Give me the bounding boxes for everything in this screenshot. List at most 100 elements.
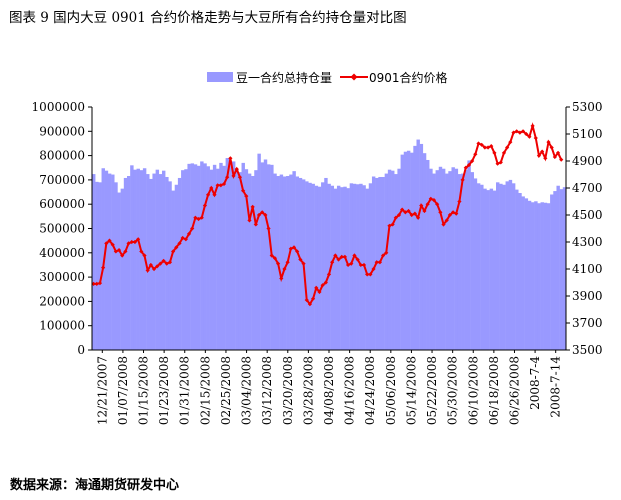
bar bbox=[174, 184, 179, 350]
price-point bbox=[288, 246, 293, 251]
bar bbox=[251, 176, 255, 350]
bar bbox=[123, 177, 128, 350]
figure-title: 图表 9 国内大豆 0901 合约价格走势与大豆所有合约持仓量对比图 bbox=[9, 10, 407, 26]
source-note: 数据来源：海通期货研发中心 bbox=[10, 478, 180, 493]
price-point bbox=[540, 149, 545, 154]
price-point bbox=[266, 226, 271, 231]
bar bbox=[473, 178, 478, 350]
bar bbox=[524, 198, 529, 350]
bar bbox=[317, 186, 322, 350]
x-tick-label: 03/28/2008 bbox=[301, 356, 315, 425]
price-point bbox=[196, 216, 201, 222]
price-point bbox=[209, 185, 214, 191]
price-point bbox=[151, 266, 157, 272]
bar bbox=[553, 191, 557, 350]
price-point bbox=[422, 208, 427, 214]
x-tick-label: 03/20/2008 bbox=[281, 356, 295, 425]
x-tick-label: 02/25/2008 bbox=[219, 356, 233, 425]
bar bbox=[400, 154, 405, 350]
bar bbox=[295, 176, 300, 350]
price-point bbox=[409, 212, 414, 218]
price-point bbox=[323, 280, 328, 285]
x-tick-label: 03/04/2008 bbox=[240, 356, 254, 425]
bar bbox=[244, 169, 249, 350]
bar bbox=[492, 190, 497, 350]
bar bbox=[235, 168, 239, 350]
price-point bbox=[237, 175, 243, 180]
right-tick-label: 3900 bbox=[572, 289, 603, 303]
right-tick-label: 4300 bbox=[572, 235, 603, 249]
bar bbox=[155, 169, 160, 350]
bar bbox=[384, 173, 389, 350]
price-point bbox=[470, 158, 475, 164]
bar bbox=[146, 174, 150, 350]
price-point bbox=[371, 266, 376, 272]
bar bbox=[346, 188, 350, 350]
bar bbox=[200, 161, 204, 350]
bar bbox=[336, 185, 341, 350]
price-point bbox=[101, 265, 106, 270]
price-point bbox=[155, 264, 160, 269]
bar bbox=[254, 170, 258, 350]
price-point bbox=[330, 260, 335, 265]
bar bbox=[387, 169, 392, 350]
bar bbox=[527, 200, 532, 350]
legend-label-bars: 豆一合约总持仓量 bbox=[236, 70, 332, 85]
price-point bbox=[279, 276, 284, 281]
bar bbox=[98, 182, 102, 350]
price-point bbox=[473, 152, 478, 157]
bar bbox=[521, 196, 525, 350]
bar bbox=[298, 177, 303, 350]
x-tick-label: 2008-7-4 bbox=[528, 356, 542, 410]
bar bbox=[193, 164, 198, 350]
right-tick-label: 4500 bbox=[572, 208, 603, 222]
right-tick-label: 5300 bbox=[572, 100, 603, 114]
bar bbox=[356, 184, 360, 350]
price-point bbox=[91, 281, 96, 286]
price-point bbox=[358, 262, 363, 268]
price-point bbox=[171, 249, 176, 254]
price-point bbox=[492, 150, 497, 155]
bar bbox=[219, 162, 223, 350]
bar bbox=[540, 202, 544, 350]
price-point bbox=[161, 258, 166, 263]
bar bbox=[546, 203, 551, 350]
bar bbox=[266, 164, 271, 350]
left-tick-label: 200000 bbox=[39, 294, 85, 308]
bar bbox=[489, 188, 494, 350]
price-point bbox=[444, 218, 449, 223]
bar bbox=[181, 170, 185, 350]
bar bbox=[537, 203, 541, 350]
price-point bbox=[183, 237, 188, 242]
price-point bbox=[263, 212, 268, 218]
bar bbox=[470, 172, 474, 350]
combo-chart: 豆一合约总持仓量 0901合约价格 0 100000 200000 300000 4000… bbox=[32, 70, 603, 425]
bar bbox=[263, 159, 268, 350]
x-tick-label: 04/08/2008 bbox=[322, 356, 336, 425]
bar bbox=[406, 150, 411, 350]
price-point bbox=[307, 302, 313, 307]
price-point bbox=[412, 211, 417, 216]
price-point bbox=[380, 253, 386, 258]
bar bbox=[413, 145, 417, 350]
price-point bbox=[269, 253, 274, 258]
price-point bbox=[180, 235, 185, 241]
price-point bbox=[533, 135, 538, 141]
bar bbox=[279, 174, 284, 350]
price-point bbox=[250, 204, 255, 209]
bar bbox=[445, 173, 449, 350]
bar bbox=[394, 174, 398, 350]
left-tick-label: 600000 bbox=[39, 197, 85, 211]
price-point bbox=[193, 215, 198, 220]
price-point bbox=[218, 183, 223, 188]
price-point bbox=[167, 260, 173, 265]
x-tick-label: 06/26/2008 bbox=[507, 356, 521, 425]
price-point bbox=[234, 167, 239, 172]
price-point bbox=[441, 222, 446, 227]
bar bbox=[429, 168, 433, 350]
bar bbox=[187, 163, 191, 350]
right-tick-label: 5100 bbox=[572, 127, 603, 141]
price-point bbox=[365, 272, 370, 277]
price-point bbox=[247, 218, 252, 223]
x-tick-label: 2008-7-14 bbox=[549, 356, 563, 418]
